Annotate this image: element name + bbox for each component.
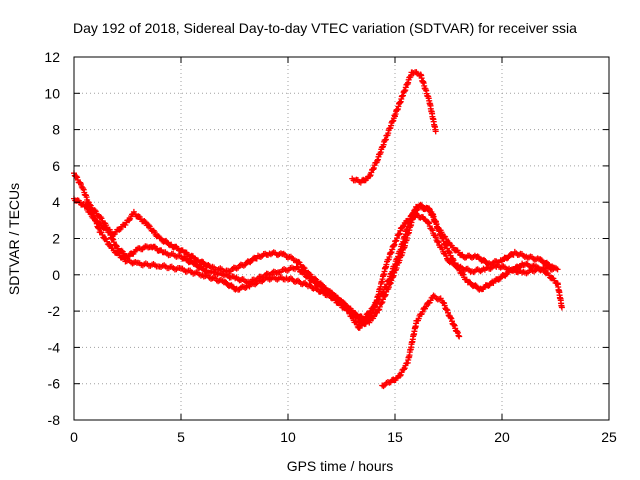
- grid: [74, 57, 609, 420]
- y-tick-label: -6: [48, 376, 61, 392]
- y-tick-label: -8: [48, 412, 61, 428]
- x-tick-label: 25: [601, 429, 617, 445]
- y-tick-label: 4: [52, 194, 60, 210]
- y-tick-label: 6: [52, 158, 60, 174]
- plus-markers-track-4: [349, 69, 439, 186]
- x-axis-label: GPS time / hours: [287, 458, 394, 474]
- y-tick-label: -4: [48, 339, 61, 355]
- y-tick-label: 12: [44, 49, 60, 65]
- series-track-3: [83, 199, 557, 326]
- y-tick-label: 0: [52, 267, 60, 283]
- y-tick-label: 8: [52, 122, 60, 138]
- x-tick-label: 10: [280, 429, 296, 445]
- y-tick-label: -2: [48, 303, 61, 319]
- x-tick-label: 15: [387, 429, 403, 445]
- plus-markers-track-3: [83, 199, 557, 326]
- plus-markers-track-5: [379, 292, 463, 390]
- y-tick-label: 10: [44, 85, 60, 101]
- x-tick-label: 5: [177, 429, 185, 445]
- chart-title: Day 192 of 2018, Sidereal Day-to-day VTE…: [73, 20, 577, 36]
- series-track-2: [71, 195, 565, 326]
- x-tick-label: 0: [70, 429, 78, 445]
- x-tick-label: 20: [494, 429, 510, 445]
- plus-markers-track-2: [71, 195, 565, 326]
- axis-ticks: 0 5 10 15 20 25 -8 -6 -4 -2 0 2 4 6 8 10 12: [44, 49, 617, 445]
- series-track-5: [379, 292, 463, 390]
- y-tick-label: 2: [52, 231, 60, 247]
- series-track-4: [349, 69, 439, 186]
- y-axis-label: SDTVAR / TECUs: [6, 183, 22, 295]
- data-marks: [71, 69, 565, 390]
